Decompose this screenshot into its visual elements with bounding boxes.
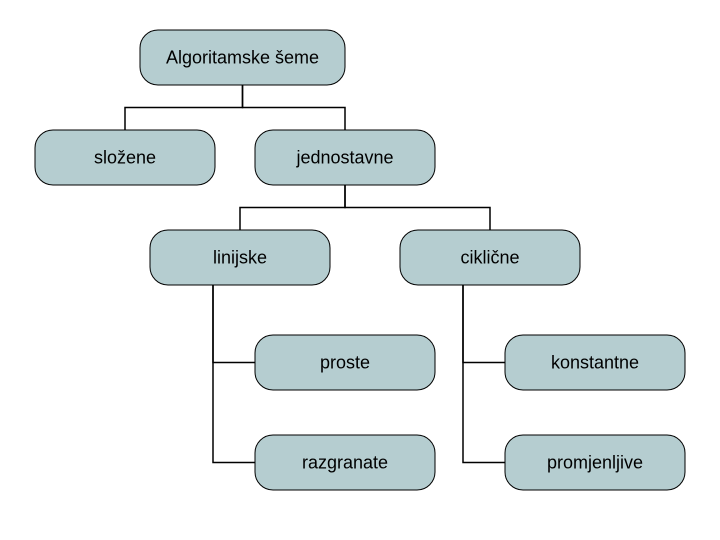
edge <box>345 185 490 230</box>
nodes-group: Algoritamske šeme složene jednostavne linij… <box>35 30 685 490</box>
node-promjenljive: promjenljive <box>505 435 685 490</box>
edge <box>243 85 346 130</box>
diagram-canvas: Algoritamske šeme složene jednostavne linij… <box>0 0 720 540</box>
node-root: Algoritamske šeme <box>140 30 345 85</box>
node-label: ciklične <box>460 247 519 267</box>
node-label: složene <box>94 147 156 167</box>
node-label: promjenljive <box>547 452 643 472</box>
node-proste: proste <box>255 335 435 390</box>
node-label: proste <box>320 352 370 372</box>
node-label: razgranate <box>302 452 388 472</box>
node-razgranate: razgranate <box>255 435 435 490</box>
node-label: linijske <box>213 247 267 267</box>
edge <box>240 185 345 230</box>
edge <box>213 285 255 463</box>
node-ciklicne: ciklične <box>400 230 580 285</box>
node-label: jednostavne <box>295 147 393 167</box>
edge <box>463 285 505 463</box>
node-slozene: složene <box>35 130 215 185</box>
node-jednostavne: jednostavne <box>255 130 435 185</box>
node-label: konstantne <box>551 352 639 372</box>
edge <box>125 85 243 130</box>
node-label: Algoritamske šeme <box>166 47 319 67</box>
edge <box>213 285 255 363</box>
edge <box>463 285 505 363</box>
node-linijske: linijske <box>150 230 330 285</box>
node-konstantne: konstantne <box>505 335 685 390</box>
